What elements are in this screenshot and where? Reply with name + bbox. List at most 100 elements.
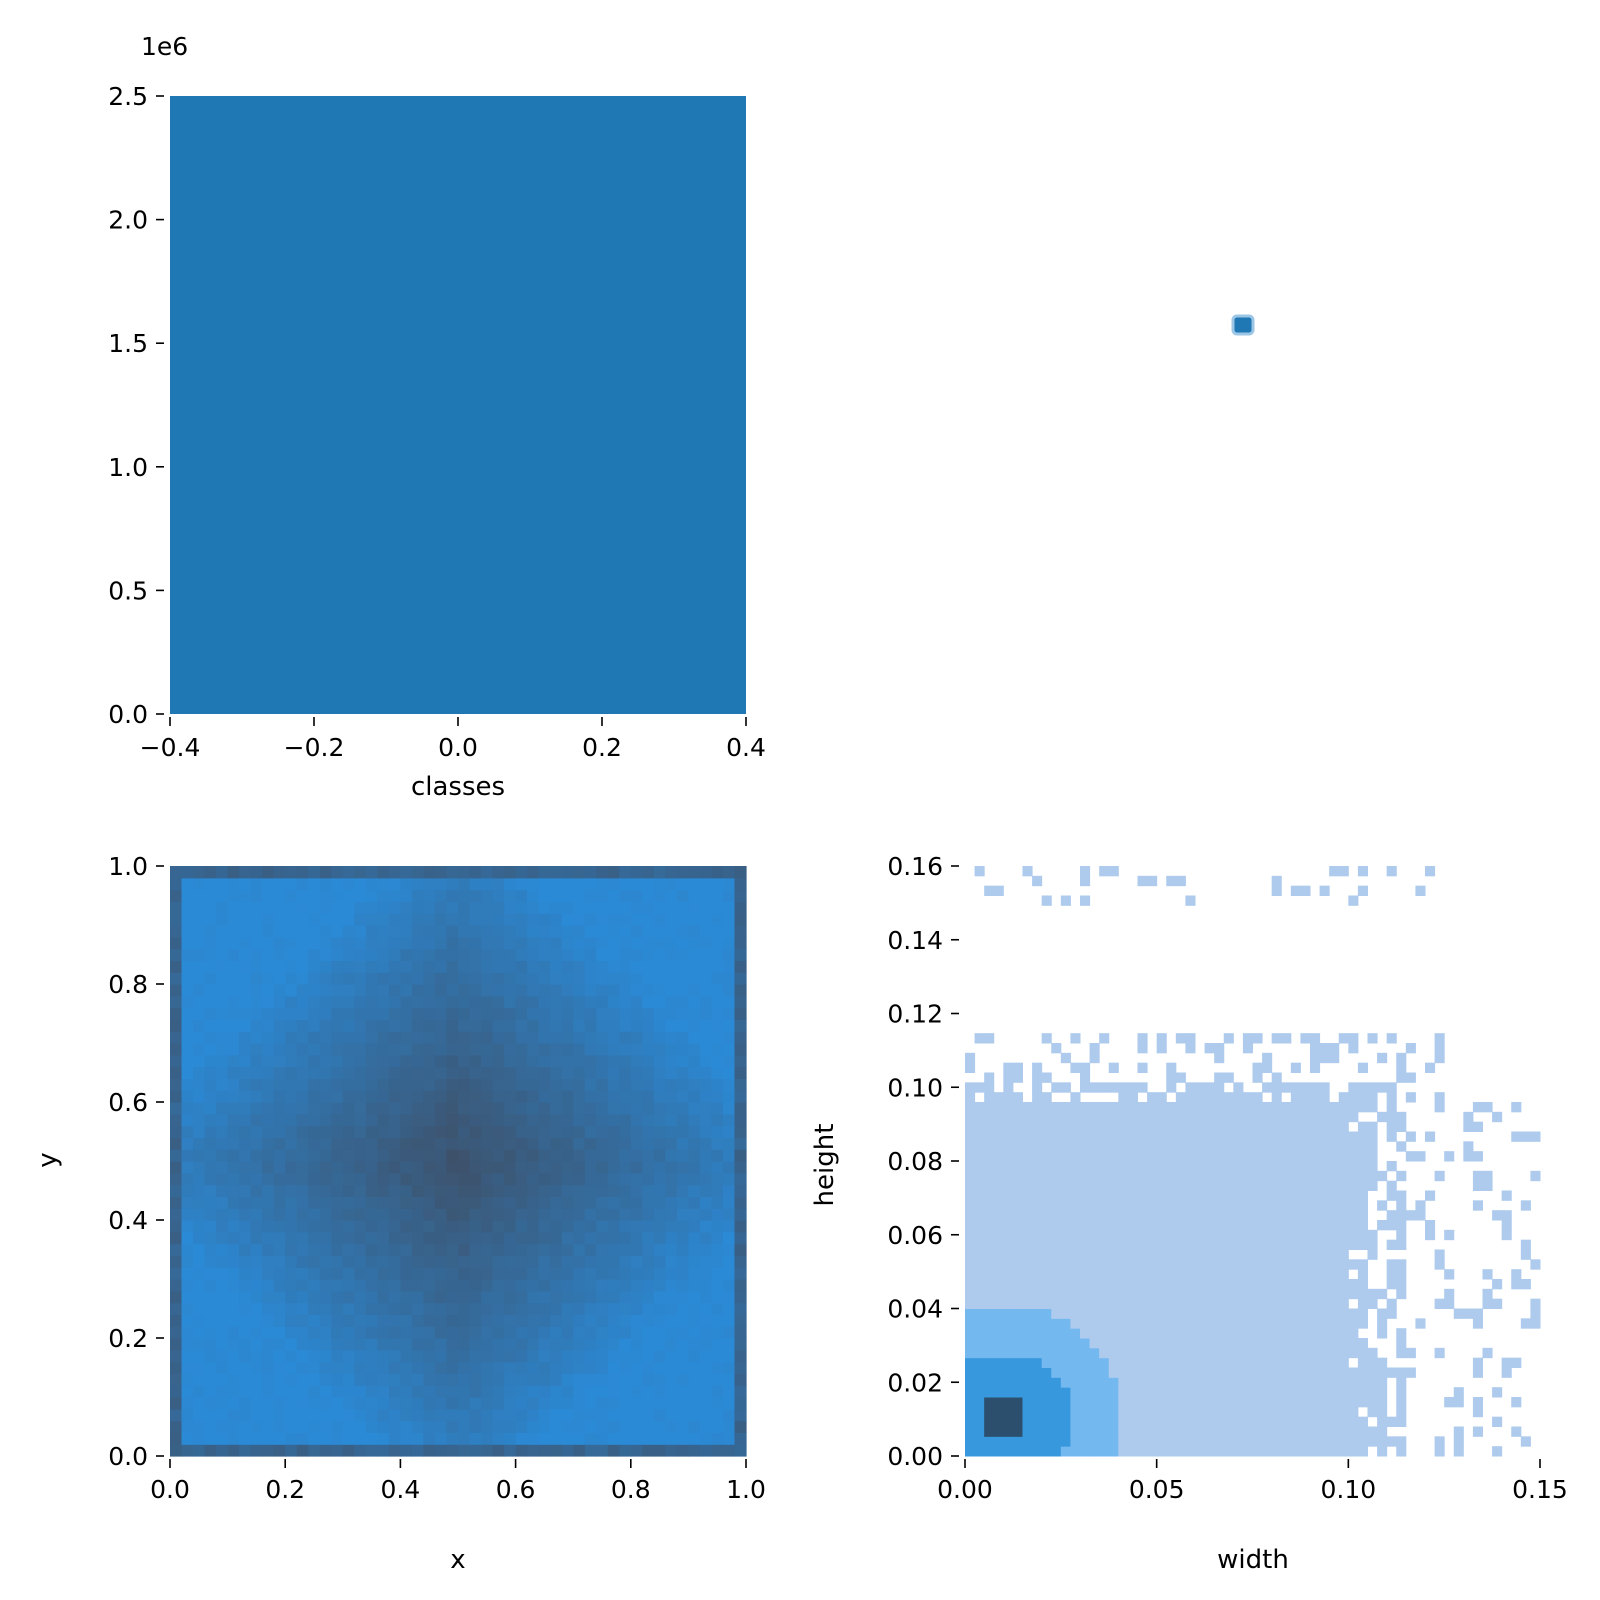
wh-heatmap-cell <box>1108 1141 1119 1152</box>
xy-heatmap-cell <box>227 1161 240 1174</box>
wh-heatmap-cell <box>1166 875 1177 887</box>
wh-heatmap-cell <box>1156 1210 1167 1221</box>
xy-heatmap-cell <box>239 1408 252 1422</box>
xy-heatmap-cell <box>308 1149 321 1162</box>
wh-heatmap-cell <box>1396 1121 1407 1132</box>
wh-heatmap-cell <box>1118 1092 1129 1103</box>
xy-heatmap-cell <box>331 1243 344 1256</box>
xy-heatmap-cell <box>688 1373 701 1386</box>
xy-heatmap-cell <box>722 1102 736 1115</box>
wh-heatmap-cell <box>1127 1269 1138 1280</box>
wh-heatmap-cell <box>1252 1220 1263 1231</box>
wh-heatmap-cell <box>1204 1446 1215 1457</box>
xy-heatmap-cell <box>193 1043 206 1056</box>
xy-heatmap-cell <box>688 1184 701 1197</box>
wh-heatmap-cell <box>1041 1406 1052 1418</box>
xy-heatmap-cell <box>722 1031 736 1044</box>
xy-heatmap-cell <box>262 1326 275 1339</box>
xy-heatmap-cell <box>596 995 609 1009</box>
y-tick-label: 0.10 <box>887 1073 943 1102</box>
wh-heatmap-cell <box>1300 1279 1311 1290</box>
wh-heatmap-cell <box>993 1200 1004 1211</box>
xy-heatmap-cell <box>446 1314 459 1327</box>
xy-heatmap-cell <box>619 1220 632 1233</box>
wh-heatmap-cell <box>1070 1062 1081 1073</box>
wh-heatmap-cell <box>1262 1082 1273 1093</box>
wh-heatmap-cell <box>984 1072 995 1083</box>
wh-heatmap-cell <box>1003 1180 1014 1191</box>
xy-heatmap-cell <box>400 995 413 1009</box>
wh-heatmap-cell <box>1032 1308 1043 1319</box>
wh-heatmap-cell <box>1204 1151 1215 1162</box>
xy-heatmap-cell <box>285 1184 298 1197</box>
xy-heatmap-cell <box>481 1172 494 1186</box>
wh-heatmap-cell <box>1281 1200 1292 1211</box>
wh-heatmap-cell <box>1118 1416 1129 1427</box>
xy-heatmap-cell <box>446 1349 459 1363</box>
wh-heatmap-cell <box>1233 1220 1244 1231</box>
wh-heatmap-cell <box>1300 1131 1311 1142</box>
xy-heatmap-cell <box>342 1231 355 1245</box>
xy-heatmap-cell <box>676 1137 689 1150</box>
xy-heatmap-cell <box>481 1220 494 1233</box>
wh-heatmap-cell <box>1214 1190 1225 1201</box>
wh-heatmap-cell <box>1118 1229 1129 1241</box>
xy-heatmap-cell <box>607 1290 620 1304</box>
wh-heatmap-cell <box>1137 1239 1148 1250</box>
xy-heatmap-cell <box>527 1043 540 1056</box>
xy-heatmap-cell <box>262 948 275 961</box>
xy-heatmap-cell <box>331 1113 344 1127</box>
wh-heatmap-cell <box>1242 1279 1253 1290</box>
wh-heatmap-cell <box>1214 1298 1225 1309</box>
xy-heatmap-cell <box>239 1102 252 1115</box>
xy-heatmap-cell <box>434 960 448 973</box>
xy-heatmap-cell <box>227 1054 240 1068</box>
xy-heatmap-cell <box>354 1102 367 1115</box>
wh-heatmap-cell <box>1348 1279 1359 1290</box>
wh-heatmap-cell <box>1099 1180 1110 1191</box>
xy-heatmap-cell <box>630 995 643 1009</box>
wh-heatmap-cell <box>1108 1338 1119 1349</box>
xy-heatmap-cell <box>239 1420 252 1433</box>
xy-heatmap-cell <box>377 1385 390 1398</box>
xy-heatmap-cell <box>665 1220 678 1233</box>
xy-heatmap-cell <box>239 889 252 902</box>
wh-heatmap-cell <box>1300 1347 1311 1359</box>
wh-heatmap-cell <box>1166 1102 1177 1113</box>
wh-heatmap-cell <box>1108 1446 1119 1457</box>
wh-heatmap-cell <box>1003 1416 1014 1427</box>
xy-heatmap-cell <box>388 1102 401 1115</box>
xy-heatmap-cell <box>596 1043 609 1056</box>
wh-heatmap-cell <box>1070 1033 1081 1044</box>
xy-heatmap-cell <box>665 1385 678 1398</box>
xy-heatmap-cell <box>550 1125 563 1138</box>
wh-heatmap-cell <box>1137 1151 1148 1162</box>
xy-heatmap-cell <box>504 1361 517 1374</box>
wh-heatmap-cell <box>1118 1426 1129 1437</box>
wh-heatmap-cell <box>1147 1111 1158 1123</box>
wh-heatmap-cell <box>1242 1426 1253 1437</box>
wh-heatmap-cell <box>1080 866 1091 877</box>
xy-heatmap-cell <box>273 1267 286 1280</box>
xy-heatmap-cell <box>630 1326 643 1339</box>
wh-heatmap-cell <box>1156 1102 1167 1113</box>
xy-heatmap-cell <box>642 1243 655 1256</box>
xy-heatmap-cell <box>665 866 678 879</box>
xy-heatmap-cell <box>665 1149 678 1162</box>
wh-heatmap-cell <box>1137 1170 1148 1182</box>
wh-heatmap-cell <box>984 1318 995 1329</box>
xy-heatmap-cell <box>239 877 252 891</box>
wh-heatmap-cell <box>1166 1190 1177 1201</box>
xy-heatmap-cell <box>170 1349 183 1363</box>
xy-heatmap-cell <box>388 1255 401 1268</box>
wh-heatmap-cell <box>1022 1161 1033 1172</box>
wh-heatmap-cell <box>1271 1121 1282 1132</box>
wh-heatmap-cell <box>1252 1033 1263 1044</box>
wh-heatmap-cell <box>965 1249 976 1260</box>
wh-heatmap-cell <box>1262 1102 1273 1113</box>
xy-heatmap-cell <box>377 1255 390 1268</box>
wh-heatmap-cell <box>1137 1161 1148 1172</box>
wh-heatmap-cell <box>1012 1229 1023 1241</box>
wh-heatmap-cell <box>1290 1298 1301 1309</box>
wh-heatmap-cell <box>1166 1170 1177 1182</box>
